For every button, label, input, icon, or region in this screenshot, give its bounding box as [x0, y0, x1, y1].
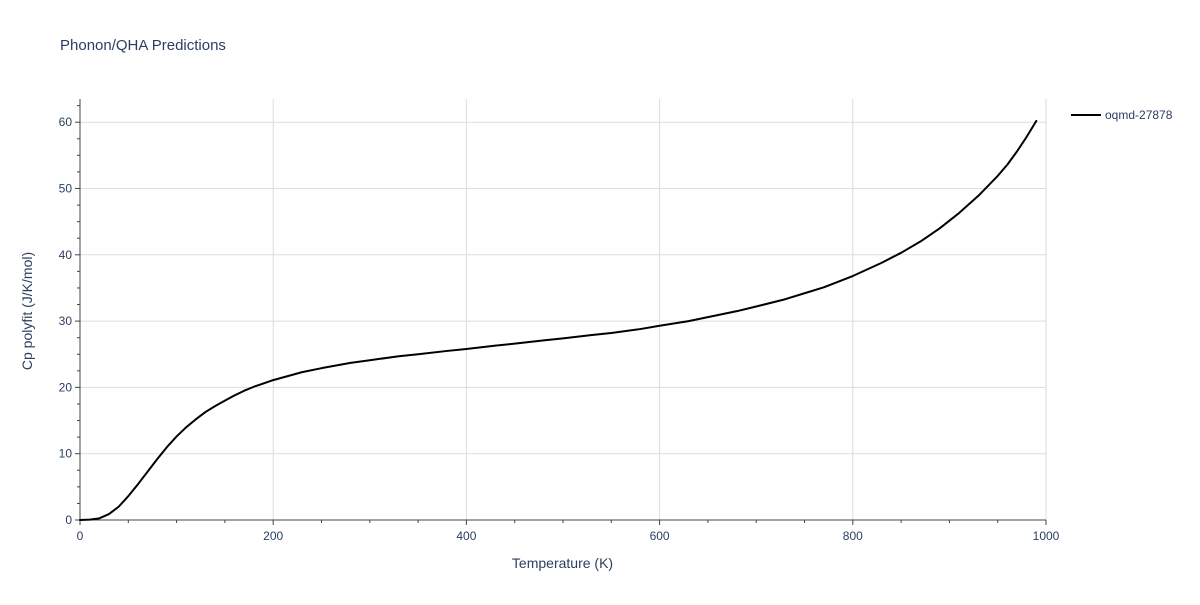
- x-tick-label: 1000: [1033, 529, 1060, 543]
- y-tick-label: 30: [59, 314, 73, 328]
- y-axis-title: Cp polyfit (J/K/mol): [19, 252, 35, 370]
- y-tick-label: 60: [59, 115, 73, 129]
- x-tick-label: 600: [650, 529, 670, 543]
- y-tick-label: 40: [59, 248, 73, 262]
- x-tick-label: 0: [77, 529, 84, 543]
- x-tick-label: 400: [456, 529, 476, 543]
- tick-labels: 0 200 400 600 800 1000 0 10 20 30 40 50 60: [59, 115, 1060, 543]
- chart-title: Phonon/QHA Predictions: [60, 37, 226, 54]
- axes: [75, 99, 1047, 525]
- legend-label: oqmd-27878: [1105, 108, 1173, 122]
- x-tick-label: 800: [843, 529, 863, 543]
- y-tick-label: 50: [59, 182, 73, 196]
- series: [79, 119, 1038, 521]
- grid: [80, 99, 1047, 520]
- legend[interactable]: oqmd-27878: [1071, 108, 1173, 122]
- x-axis-title: Temperature (K): [512, 555, 613, 571]
- series-line-oqmd-27878: [79, 119, 1038, 521]
- y-tick-label: 10: [59, 447, 73, 461]
- x-tick-label: 200: [263, 529, 283, 543]
- y-tick-label: 20: [59, 380, 73, 394]
- y-tick-label: 0: [65, 513, 72, 527]
